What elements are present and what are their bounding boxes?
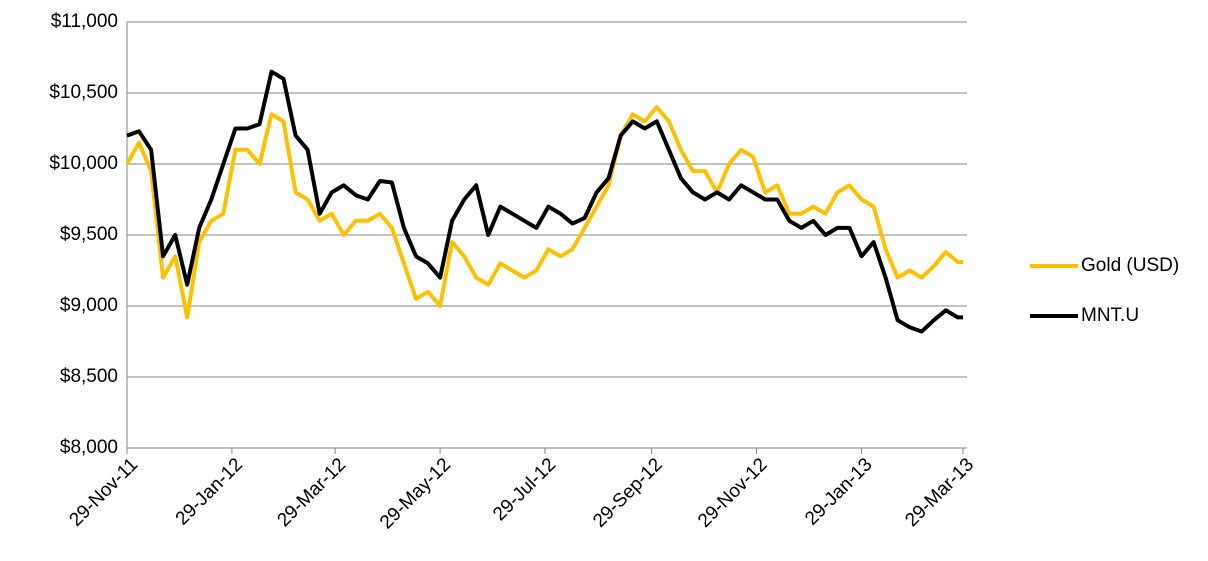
y-tick-label: $8,000 — [60, 437, 118, 458]
y-tick-label: $10,000 — [49, 153, 118, 174]
y-tick-label: $10,500 — [49, 82, 118, 103]
legend-label: MNT.U — [1081, 305, 1139, 326]
x-tick-label: 29-Nov-12 — [694, 454, 772, 532]
x-tick-label: 29-Jul-12 — [489, 454, 560, 525]
series-line — [126, 69, 963, 334]
x-tick-label: 29-Mar-12 — [273, 454, 350, 531]
y-tick-label: $9,500 — [60, 224, 118, 245]
x-tick-label: 29-Mar-13 — [901, 454, 978, 531]
y-tick-label: $8,500 — [60, 366, 118, 387]
x-tick-label: 29-Jan-12 — [172, 454, 247, 529]
x-tick-label: 29-Nov-11 — [65, 454, 142, 531]
x-tick-label: 29-Jan-13 — [801, 454, 876, 529]
x-tick-label: 29-Sep-12 — [589, 454, 667, 532]
y-tick-label: $11,000 — [51, 11, 118, 32]
legend-label: Gold (USD) — [1081, 255, 1179, 276]
series-line — [125, 105, 963, 320]
x-tick-label: 29-May-12 — [376, 454, 455, 533]
y-tick-label: $9,000 — [60, 295, 118, 316]
